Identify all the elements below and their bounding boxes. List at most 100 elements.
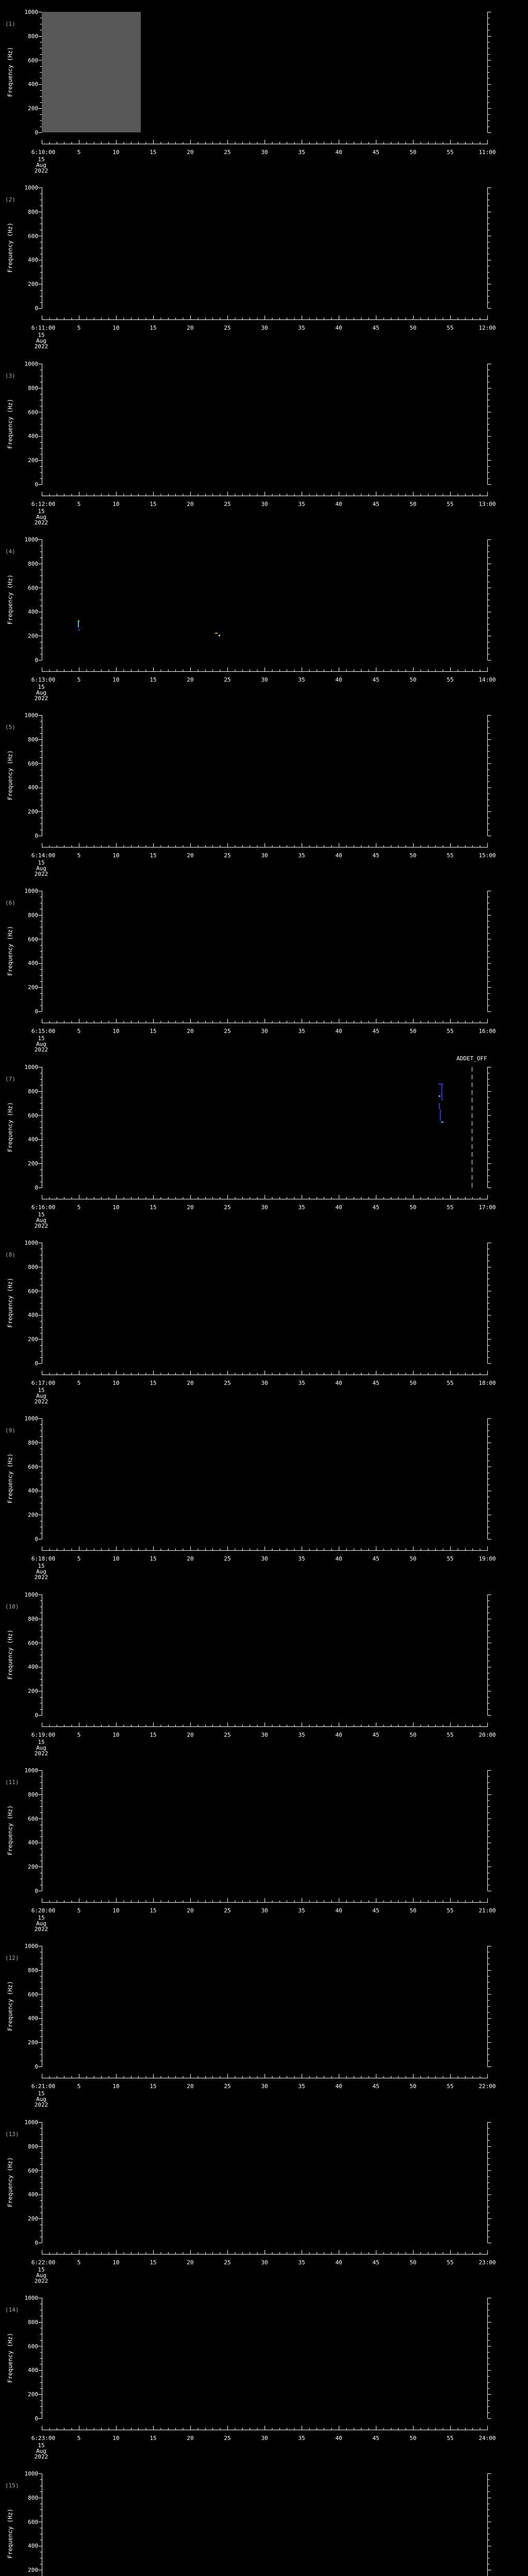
y-tick-label: 600	[28, 585, 38, 591]
x-tick-label: 40	[335, 1204, 342, 1211]
y-tick-label: 600	[28, 1288, 38, 1295]
x-start-date-line: 15	[38, 1739, 45, 1745]
x-tick-label: 50	[409, 1907, 417, 1914]
x-tick-label: 30	[261, 2435, 268, 2442]
y-tick-label: 200	[28, 281, 38, 287]
x-tick-label: 10	[112, 1907, 120, 1914]
x-tick-label: 25	[224, 1907, 231, 1914]
y-tick-label: 800	[28, 209, 38, 215]
x-tick-label: 50	[409, 501, 417, 507]
x-start-date-line: 15	[38, 1387, 45, 1394]
x-tick-label: 30	[261, 1028, 268, 1035]
y-tick-label: 600	[28, 2167, 38, 2174]
spectrogram-panel: (5) Frequency (Hz) 1000 800 600 400 200 0 6:14:0…	[0, 703, 528, 879]
axis-tick-marks	[38, 1595, 491, 1727]
spectrogram-plot-area	[42, 715, 487, 836]
x-tick-label: 15	[150, 2083, 157, 2090]
detection-mark	[438, 1083, 443, 1085]
x-tick-label: 50	[409, 2083, 417, 2090]
x-tick-label: 30	[261, 1907, 268, 1914]
x-end-time-label: 20:00	[478, 1732, 496, 1738]
y-tick-label: 200	[28, 1688, 38, 1694]
x-tick-label: 25	[224, 676, 231, 683]
x-tick-label: 35	[298, 1028, 305, 1035]
x-end-time-label: 23:00	[478, 2259, 496, 2266]
x-tick-label: 5	[77, 1380, 81, 1386]
y-tick-label: 200	[28, 2567, 38, 2573]
x-tick-label: 25	[224, 852, 231, 859]
y-axis-title: Frequency (Hz)	[6, 574, 14, 624]
x-tick-label: 35	[298, 1732, 305, 1738]
y-tick-label: 600	[28, 760, 38, 767]
x-start-date-line: 2022	[34, 167, 48, 174]
y-tick-label: 600	[28, 2519, 38, 2526]
x-tick-label: 55	[447, 1380, 454, 1386]
x-tick-label: 45	[372, 325, 380, 331]
y-tick-label: 400	[28, 2543, 38, 2549]
y-axis-title: Frequency (Hz)	[6, 926, 14, 976]
x-tick-label: 30	[261, 1555, 268, 1562]
y-tick-label: 600	[28, 1112, 38, 1119]
y-tick-label: 1000	[24, 9, 39, 15]
x-tick-label: 45	[372, 2259, 380, 2266]
y-tick-label: 800	[28, 1791, 38, 1798]
x-tick-label: 15	[150, 2435, 157, 2442]
x-tick-label: 15	[150, 1555, 157, 1562]
y-tick-label: 1000	[24, 2295, 39, 2301]
y-tick-label: 1000	[24, 1943, 39, 1950]
x-tick-label: 45	[372, 1907, 380, 1914]
x-start-date-line: 15	[38, 332, 45, 338]
y-tick-label: 400	[28, 1664, 38, 1670]
panel-index-label: (4)	[5, 548, 15, 555]
x-tick-label: 40	[335, 2435, 342, 2442]
spectrogram-panel: (12) Frequency (Hz) 1000 800 600 400 200 0 6:21:…	[0, 1934, 528, 2110]
axis-tick-marks	[38, 364, 491, 496]
x-start-date-line: 2022	[34, 2278, 48, 2284]
x-start-time-label: 6:19:00	[31, 1732, 56, 1738]
x-tick-label: 5	[77, 2083, 81, 2090]
x-tick-label: 45	[372, 676, 380, 683]
detection-mark	[77, 621, 79, 628]
x-tick-label: 10	[112, 852, 120, 859]
x-start-date-line: Aug	[36, 162, 46, 168]
x-tick-label: 30	[261, 2083, 268, 2090]
x-tick-label: 55	[447, 501, 454, 507]
x-tick-label: 55	[447, 852, 454, 859]
x-tick-label: 5	[77, 1555, 81, 1562]
y-tick-label: 800	[28, 561, 38, 567]
y-tick-label: 800	[28, 2319, 38, 2326]
axis-tick-marks	[38, 1946, 491, 2078]
y-axis-title: Frequency (Hz)	[6, 2333, 14, 2383]
y-tick-label: 800	[28, 33, 38, 40]
spectrogram-plot-area	[42, 2122, 487, 2243]
x-start-date-line: Aug	[36, 1744, 46, 1751]
x-start-date-line: 15	[38, 508, 45, 515]
x-tick-label: 20	[187, 676, 194, 683]
x-tick-label: 50	[409, 149, 417, 156]
y-tick-label: 0	[35, 1888, 38, 1894]
x-tick-label: 45	[372, 1028, 380, 1035]
x-end-time-label: 22:00	[478, 2083, 496, 2090]
x-start-date-line: 15	[38, 1914, 45, 1921]
y-tick-label: 800	[28, 1439, 38, 1446]
x-tick-label: 25	[224, 1204, 231, 1211]
spectrogram-plot-area	[42, 364, 487, 484]
y-tick-label: 800	[28, 912, 38, 919]
y-tick-label: 200	[28, 984, 38, 991]
x-tick-label: 25	[224, 1380, 231, 1386]
x-tick-label: 45	[372, 1380, 380, 1386]
y-tick-label: 400	[28, 960, 38, 967]
x-end-time-label: 11:00	[478, 149, 496, 156]
x-tick-label: 40	[335, 149, 342, 156]
x-tick-label: 25	[224, 2259, 231, 2266]
y-tick-label: 400	[28, 1487, 38, 1494]
panel-axes	[38, 539, 491, 672]
y-tick-label: 600	[28, 57, 38, 64]
x-start-date-line: 15	[38, 684, 45, 690]
x-start-date-line: 2022	[34, 2453, 48, 2460]
y-axis-title: Frequency (Hz)	[6, 2157, 14, 2207]
spectrogram-panel: (3) Frequency (Hz) 1000 800 600 400 200 0 6:12:0…	[0, 352, 528, 528]
x-tick-label: 15	[150, 501, 157, 507]
x-tick-label: 55	[447, 1907, 454, 1914]
x-end-time-label: 12:00	[478, 325, 496, 331]
